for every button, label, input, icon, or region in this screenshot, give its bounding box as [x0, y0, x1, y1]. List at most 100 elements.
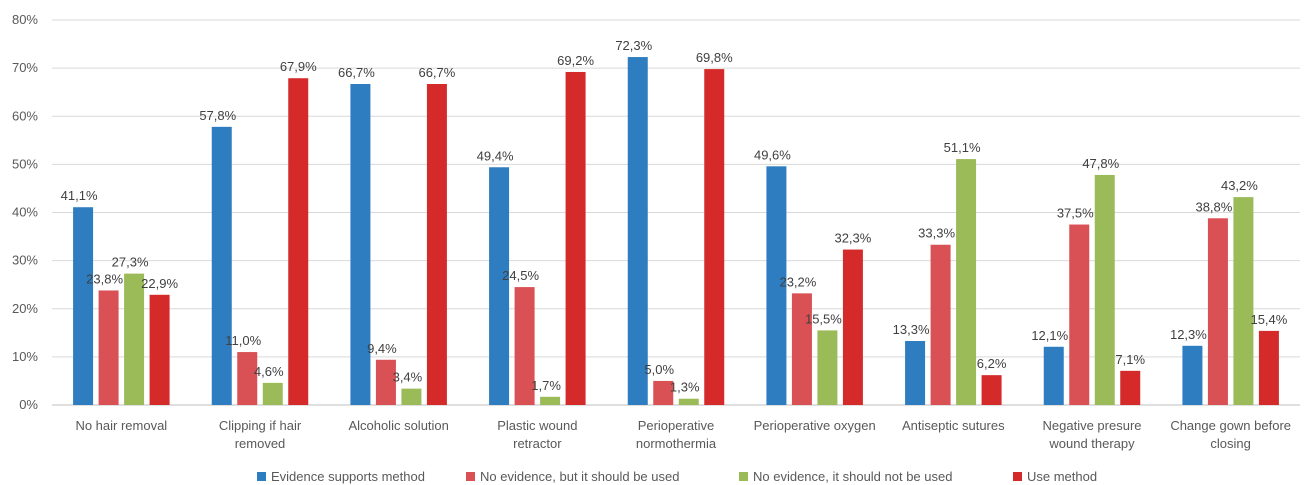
- legend-swatch: [739, 472, 748, 481]
- data-labels: 41,1% 23,8%27,3% 22,9% 57,8% 11,0% 4,6% 67,9% 6…: [61, 38, 1288, 395]
- bar: [791, 293, 812, 405]
- data-label: 41,1%: [61, 188, 98, 203]
- bar: [956, 159, 977, 405]
- y-tick-label: 10%: [12, 349, 38, 364]
- bars: [73, 57, 1279, 406]
- bar: [817, 330, 838, 405]
- legend-swatch: [466, 472, 475, 481]
- bar: [73, 207, 94, 405]
- y-tick-label: 50%: [12, 156, 38, 171]
- data-label: 66,7%: [338, 65, 375, 80]
- data-label: 11,0%: [225, 333, 261, 348]
- legend-label: No evidence, it should not be used: [753, 469, 952, 484]
- bar: [1258, 330, 1279, 405]
- data-label: 9,4%: [367, 341, 397, 356]
- legend-swatch: [257, 472, 266, 481]
- x-axis: No hair removal Clipping if hair removed Al…: [75, 418, 1291, 451]
- data-label: 49,4%: [477, 148, 514, 163]
- x-tick-label: Negative presure: [1043, 418, 1142, 433]
- bar: [401, 388, 422, 405]
- y-tick-label: 20%: [12, 301, 38, 316]
- x-tick-label: wound therapy: [1048, 436, 1135, 451]
- bar: [350, 84, 371, 405]
- x-tick-label: Change gown before: [1170, 418, 1291, 433]
- data-label: 69,2%: [557, 53, 594, 68]
- data-label: 22,9%: [141, 276, 178, 291]
- bar: [288, 78, 309, 405]
- gridlines: [52, 19, 1300, 406]
- bar: [375, 359, 396, 405]
- bar: [514, 287, 535, 405]
- data-label: 6,2%: [977, 356, 1007, 371]
- bar: [1120, 370, 1141, 405]
- x-tick-label: normothermia: [636, 436, 717, 451]
- bar: [704, 69, 725, 406]
- y-tick-label: 0%: [19, 397, 38, 412]
- bar: [211, 126, 232, 406]
- data-label: 66,7%: [418, 65, 455, 80]
- data-label: 49,6%: [754, 147, 791, 162]
- bar: [627, 57, 648, 406]
- legend-label: Evidence supports method: [271, 469, 425, 484]
- x-tick-label: removed: [235, 436, 286, 451]
- x-tick-label: Alcoholic solution: [348, 418, 448, 433]
- data-label: 12,1%: [1031, 328, 1068, 343]
- data-label: 69,8%: [696, 50, 733, 65]
- bar: [98, 290, 119, 405]
- bar: [930, 244, 951, 405]
- bar: [540, 396, 561, 405]
- data-label: 38,8%: [1195, 199, 1232, 214]
- y-tick-label: 40%: [12, 205, 38, 220]
- data-label: 3,4%: [393, 370, 423, 385]
- data-label: 27,3%: [112, 255, 149, 270]
- x-tick-label: Plastic wound: [497, 418, 577, 433]
- data-label: 57,8%: [199, 108, 236, 123]
- data-label: 13,3%: [893, 322, 930, 337]
- legend-label: Use method: [1027, 469, 1097, 484]
- bar: [1182, 345, 1203, 405]
- x-tick-label: Clipping if hair: [219, 418, 302, 433]
- data-label: 1,7%: [531, 378, 561, 393]
- bar: [1094, 174, 1115, 405]
- x-tick-label: Perioperative oxygen: [754, 418, 876, 433]
- bar: [842, 249, 863, 405]
- data-label: 43,2%: [1221, 178, 1258, 193]
- y-axis: 0% 10% 20% 30% 40% 50% 60% 70% 80%: [12, 12, 38, 412]
- legend: Evidence supports method No evidence, but…: [257, 469, 1097, 484]
- data-label: 33,3%: [918, 226, 955, 241]
- legend-swatch: [1013, 472, 1022, 481]
- data-label: 23,8%: [86, 271, 123, 286]
- y-tick-label: 30%: [12, 253, 38, 268]
- bar: [426, 84, 447, 405]
- bar: [1043, 346, 1064, 405]
- data-label: 4,6%: [254, 364, 284, 379]
- bar: [237, 352, 258, 405]
- bar: [981, 375, 1002, 405]
- data-label: 51,1%: [944, 140, 981, 155]
- x-tick-label: Perioperative: [638, 418, 715, 433]
- bar: [1207, 218, 1228, 405]
- bar: [124, 273, 145, 405]
- data-label: 32,3%: [834, 231, 871, 246]
- bar: [149, 294, 170, 405]
- data-label: 15,5%: [805, 311, 842, 326]
- data-label: 24,5%: [502, 268, 539, 283]
- x-tick-label: closing: [1210, 436, 1250, 451]
- data-label: 5,0%: [644, 362, 674, 377]
- y-tick-label: 60%: [12, 108, 38, 123]
- bar: [653, 380, 674, 405]
- y-tick-label: 80%: [12, 12, 38, 27]
- data-label: 47,8%: [1082, 156, 1119, 171]
- bar: [262, 382, 283, 405]
- data-label: 67,9%: [280, 59, 317, 74]
- x-tick-label: retractor: [513, 436, 562, 451]
- bar: [905, 340, 926, 405]
- data-label: 15,4%: [1250, 312, 1287, 327]
- x-tick-label: Antiseptic sutures: [902, 418, 1005, 433]
- y-tick-label: 70%: [12, 60, 38, 75]
- bar: [1069, 224, 1090, 405]
- x-tick-label: No hair removal: [75, 418, 167, 433]
- bar: [678, 398, 699, 405]
- data-label: 1,3%: [670, 380, 700, 395]
